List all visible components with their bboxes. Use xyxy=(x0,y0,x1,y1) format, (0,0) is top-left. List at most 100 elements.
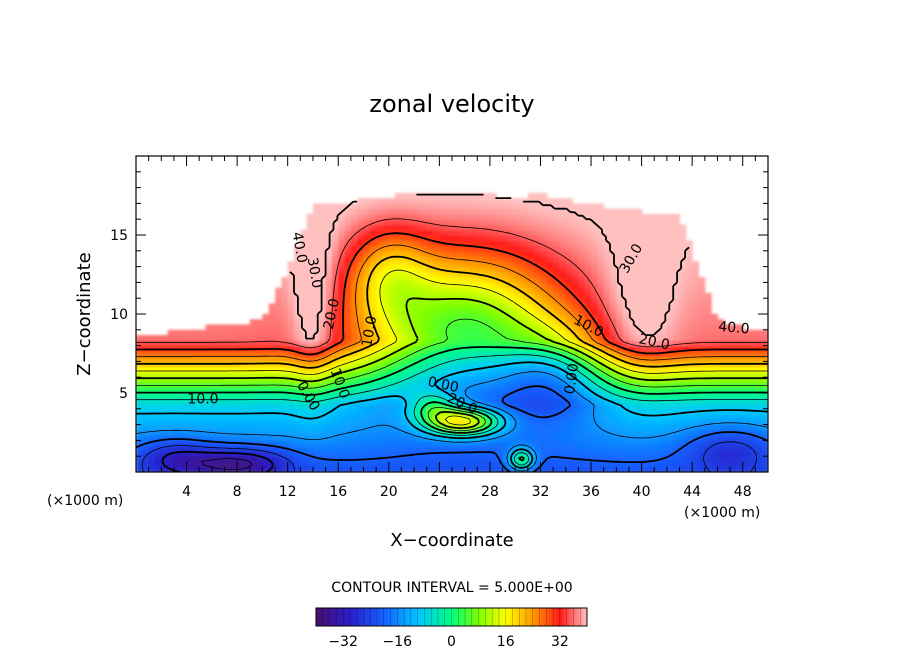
field-cell xyxy=(534,235,542,241)
field-cell xyxy=(521,440,529,447)
field-cell xyxy=(262,398,270,405)
field-cell xyxy=(502,371,510,378)
field-cell xyxy=(647,445,655,452)
field-cell xyxy=(312,403,320,410)
field-cell xyxy=(376,382,384,389)
field-cell xyxy=(553,250,561,257)
field-cell xyxy=(477,335,485,341)
field-cell xyxy=(363,213,371,220)
field-cell xyxy=(388,208,396,215)
field-cell xyxy=(363,450,371,457)
field-cell xyxy=(578,235,586,241)
field-cell xyxy=(281,277,289,283)
field-cell xyxy=(338,240,346,247)
field-cell xyxy=(660,245,668,252)
field-cell xyxy=(546,398,554,405)
field-cell xyxy=(591,440,598,447)
field-cell xyxy=(294,314,301,320)
field-cell xyxy=(660,271,668,278)
field-cell xyxy=(439,419,447,426)
field-cell xyxy=(452,224,459,231)
field-cell xyxy=(420,203,428,210)
field-cell xyxy=(635,266,643,273)
field-cell xyxy=(521,435,529,441)
field-cell xyxy=(641,408,649,415)
field-cell xyxy=(641,393,649,399)
field-cell xyxy=(376,229,384,236)
field-cell xyxy=(338,229,346,236)
field-cell xyxy=(572,245,579,252)
field-cell xyxy=(445,350,453,357)
field-cell xyxy=(452,277,459,283)
field-cell xyxy=(559,266,567,273)
field-cell xyxy=(622,403,630,410)
field-cell xyxy=(578,361,586,368)
field-cell xyxy=(730,419,737,426)
field-cell xyxy=(730,403,737,410)
field-cell xyxy=(496,403,504,410)
field-cell xyxy=(369,393,377,399)
field-cell xyxy=(388,224,396,231)
field-cell xyxy=(420,398,428,405)
field-cell xyxy=(749,366,756,373)
field-cell xyxy=(458,256,466,262)
field-cell xyxy=(312,435,320,441)
field-cell xyxy=(540,429,548,436)
field-cell xyxy=(534,303,542,310)
field-cell xyxy=(578,271,586,278)
field-cell xyxy=(401,429,409,436)
field-cell xyxy=(294,245,301,252)
field-cell xyxy=(527,408,535,415)
field-cell xyxy=(294,271,301,278)
field-cell xyxy=(426,335,434,341)
field-cell xyxy=(717,408,725,415)
field-cell xyxy=(698,303,706,310)
field-cell xyxy=(300,324,308,331)
field-cell xyxy=(243,408,251,415)
field-cell xyxy=(376,224,384,231)
field-cell xyxy=(325,282,333,289)
field-cell xyxy=(704,440,712,447)
field-cell xyxy=(616,282,624,289)
field-cell xyxy=(464,419,472,426)
field-cell xyxy=(420,335,428,341)
field-cell xyxy=(515,456,523,463)
field-cell xyxy=(148,335,156,341)
field-cell xyxy=(489,198,497,204)
field-cell xyxy=(622,445,630,452)
field-cell xyxy=(382,229,390,236)
field-cell xyxy=(641,266,649,273)
field-cell xyxy=(704,393,712,399)
field-cell xyxy=(281,340,289,347)
field-cell xyxy=(616,419,624,426)
field-cell xyxy=(426,350,434,357)
field-cell xyxy=(508,456,516,463)
field-cell xyxy=(407,366,415,373)
field-cell xyxy=(584,235,592,241)
field-cell xyxy=(350,324,358,331)
field-cell xyxy=(262,361,270,368)
field-cell xyxy=(496,335,504,341)
field-cell xyxy=(736,435,744,441)
field-cell xyxy=(268,382,276,389)
field-cell xyxy=(496,419,504,426)
field-cell xyxy=(388,261,396,268)
field-cell xyxy=(281,371,289,378)
field-cell xyxy=(679,466,687,472)
field-cell xyxy=(477,329,485,336)
field-cell xyxy=(603,219,611,226)
field-cell xyxy=(502,403,510,410)
field-cell xyxy=(565,445,573,452)
field-cell xyxy=(186,403,194,410)
field-cell xyxy=(685,256,693,262)
field-cell xyxy=(540,192,548,199)
field-cell xyxy=(749,403,756,410)
field-cell xyxy=(173,440,181,447)
field-cell xyxy=(186,445,194,452)
field-cell xyxy=(578,203,586,210)
field-cell xyxy=(489,382,497,389)
field-cell xyxy=(281,335,289,341)
field-cell xyxy=(711,350,719,357)
field-cell xyxy=(205,393,213,399)
field-cell xyxy=(622,213,630,220)
